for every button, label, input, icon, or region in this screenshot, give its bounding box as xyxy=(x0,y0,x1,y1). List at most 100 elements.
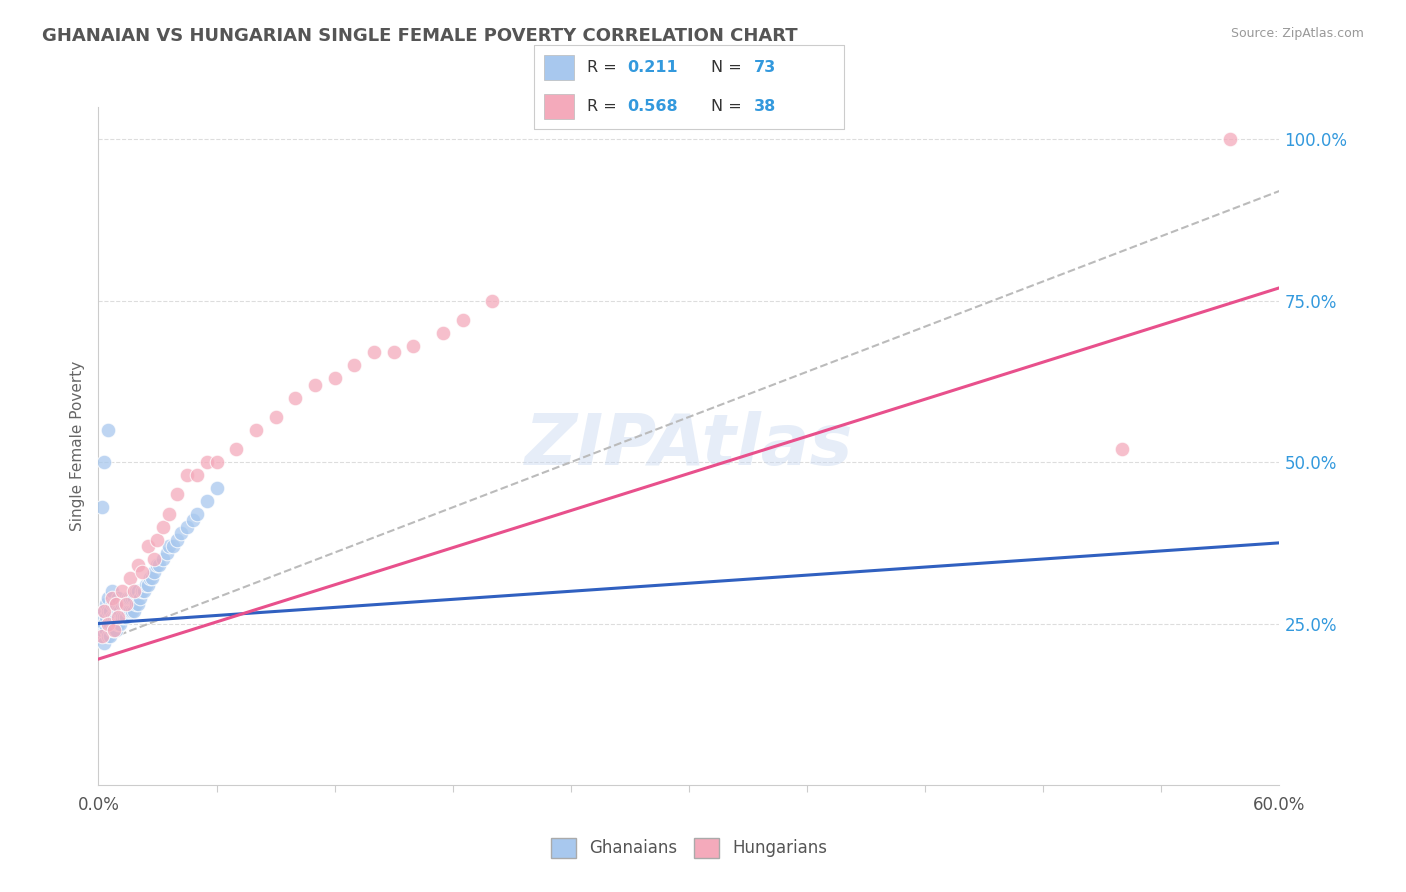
Point xyxy=(195,455,218,469)
Bar xyxy=(544,54,575,80)
Point xyxy=(432,326,454,340)
Point xyxy=(162,539,184,553)
Point xyxy=(304,377,326,392)
Point xyxy=(146,558,169,573)
Point xyxy=(1219,132,1241,146)
Point xyxy=(225,442,247,457)
Point xyxy=(111,597,134,611)
Point xyxy=(176,468,198,483)
Point xyxy=(107,610,129,624)
Point xyxy=(97,616,120,631)
Point xyxy=(96,610,118,624)
Point xyxy=(93,604,115,618)
Point xyxy=(115,610,138,624)
Point xyxy=(91,630,114,644)
Point xyxy=(112,597,135,611)
Point xyxy=(93,636,115,650)
Point xyxy=(101,610,124,624)
Point xyxy=(125,584,148,599)
Point xyxy=(245,423,267,437)
Point xyxy=(97,630,120,644)
Point xyxy=(108,604,131,618)
Point xyxy=(402,339,425,353)
Point xyxy=(103,623,125,637)
Point xyxy=(107,604,129,618)
Text: R =: R = xyxy=(586,60,621,75)
Point xyxy=(451,313,474,327)
Point xyxy=(98,604,121,618)
Point xyxy=(91,500,114,515)
Point xyxy=(186,507,208,521)
Point xyxy=(96,597,118,611)
Point xyxy=(115,597,138,611)
Point xyxy=(101,591,124,605)
Point xyxy=(112,610,135,624)
Point xyxy=(152,519,174,533)
Point xyxy=(264,409,287,424)
Text: GHANAIAN VS HUNGARIAN SINGLE FEMALE POVERTY CORRELATION CHART: GHANAIAN VS HUNGARIAN SINGLE FEMALE POVE… xyxy=(42,27,797,45)
Point xyxy=(118,591,141,605)
Point xyxy=(176,519,198,533)
Point xyxy=(481,293,503,308)
Point xyxy=(96,623,118,637)
Text: 0.568: 0.568 xyxy=(627,99,678,114)
Point xyxy=(181,513,204,527)
Point xyxy=(121,604,143,618)
Point xyxy=(108,616,131,631)
Point xyxy=(93,455,115,469)
Point xyxy=(127,584,149,599)
Point xyxy=(323,371,346,385)
Point xyxy=(91,610,114,624)
Point xyxy=(105,597,128,611)
Point xyxy=(205,455,228,469)
Point xyxy=(103,610,125,624)
Point xyxy=(1111,442,1133,457)
Text: ZIPAtlas: ZIPAtlas xyxy=(524,411,853,481)
Text: 38: 38 xyxy=(754,99,776,114)
Point xyxy=(121,591,143,605)
Text: 0.211: 0.211 xyxy=(627,60,678,75)
Point xyxy=(89,630,111,644)
Point xyxy=(98,630,121,644)
Point xyxy=(122,584,145,599)
Text: Source: ZipAtlas.com: Source: ZipAtlas.com xyxy=(1230,27,1364,40)
Point xyxy=(111,584,134,599)
Point xyxy=(122,604,145,618)
Legend: Ghanaians, Hungarians: Ghanaians, Hungarians xyxy=(544,831,834,864)
Point xyxy=(107,616,129,631)
Text: N =: N = xyxy=(710,60,747,75)
Point xyxy=(105,610,128,624)
Point xyxy=(127,597,149,611)
Point xyxy=(91,623,114,637)
Point xyxy=(142,552,165,566)
Point xyxy=(131,584,153,599)
Point xyxy=(136,539,159,553)
Point xyxy=(152,552,174,566)
Y-axis label: Single Female Poverty: Single Female Poverty xyxy=(69,361,84,531)
Point xyxy=(111,610,134,624)
Point xyxy=(166,487,188,501)
Point xyxy=(195,494,218,508)
Point xyxy=(148,558,170,573)
Point xyxy=(105,597,128,611)
Text: R =: R = xyxy=(586,99,621,114)
Point xyxy=(157,507,180,521)
Point xyxy=(186,468,208,483)
Point xyxy=(142,565,165,579)
Point xyxy=(122,591,145,605)
Point xyxy=(117,591,139,605)
Point xyxy=(103,597,125,611)
Text: 73: 73 xyxy=(754,60,776,75)
Point xyxy=(107,591,129,605)
Point xyxy=(101,597,124,611)
Point xyxy=(128,591,150,605)
Point xyxy=(115,597,138,611)
Point xyxy=(127,558,149,573)
Point xyxy=(363,345,385,359)
Point xyxy=(97,423,120,437)
Point xyxy=(125,597,148,611)
Point xyxy=(97,591,120,605)
Point xyxy=(93,604,115,618)
Point xyxy=(156,545,179,559)
Point xyxy=(138,571,160,585)
